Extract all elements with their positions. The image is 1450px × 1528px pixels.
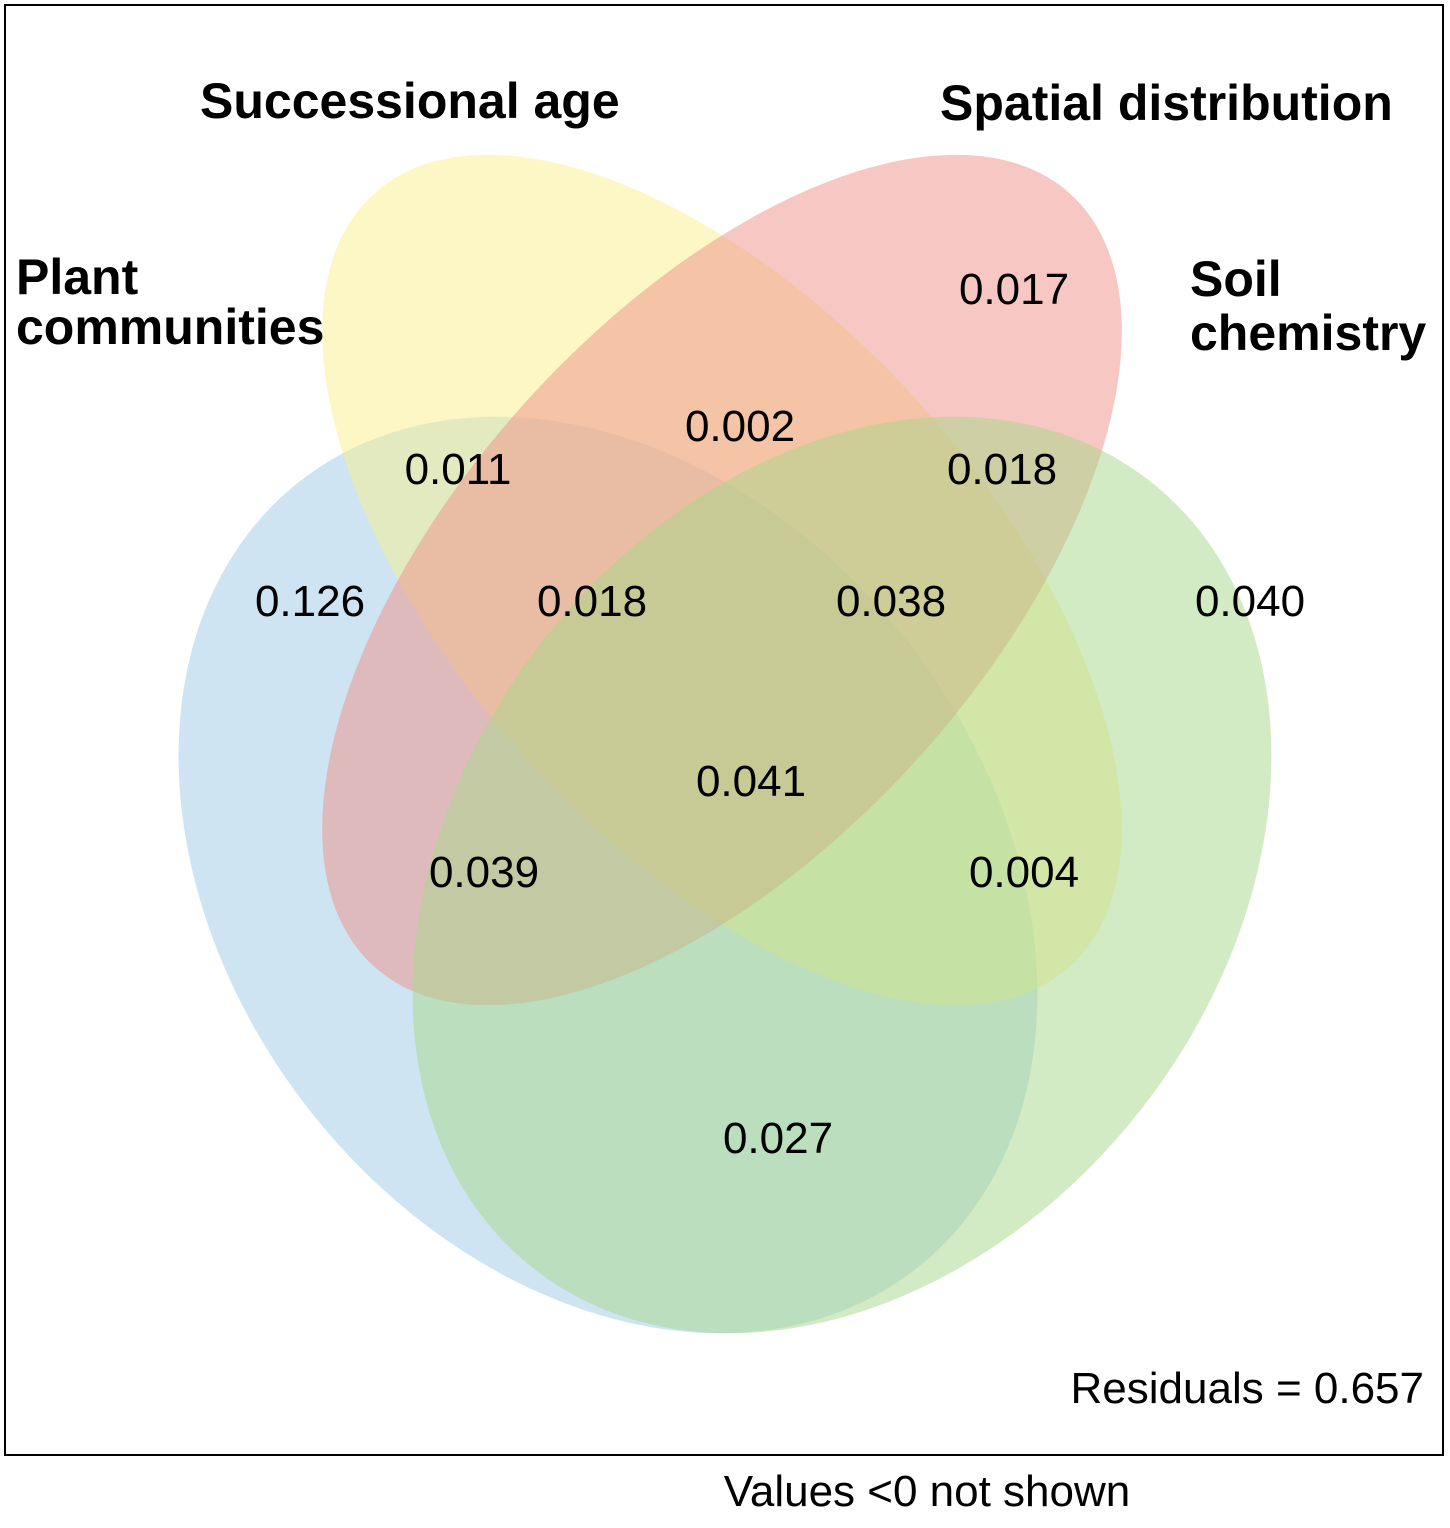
set-title-soil-chemistry: Soil chemistry xyxy=(1190,251,1426,361)
region-value-spatial: 0.017 xyxy=(959,265,1069,314)
set-title-spatial-distribution: Spatial distribution xyxy=(940,75,1393,131)
diagram-frame xyxy=(4,4,1444,1456)
venn-sets xyxy=(178,154,1272,1334)
region-value-all-four: 0.041 xyxy=(696,757,806,806)
set-title-plant-communities-line-1: Plant xyxy=(16,249,139,305)
region-value-age-soil: 0.004 xyxy=(969,848,1079,897)
set-titles: Plant communities Successional age Spati… xyxy=(16,73,1426,361)
region-value-soil: 0.040 xyxy=(1195,577,1305,626)
region-value-plant-age-spatial: 0.018 xyxy=(537,577,647,626)
region-value-spatial-soil: 0.018 xyxy=(947,445,1057,494)
set-title-plant-communities-line-2: communities xyxy=(16,299,324,355)
region-value-plant-age: 0.011 xyxy=(405,445,512,494)
set-title-soil-chemistry-line-1: Soil xyxy=(1190,251,1282,307)
region-value-plant-spatial: 0.039 xyxy=(429,848,539,897)
set-title-plant-communities: Plant communities xyxy=(16,249,324,355)
set-soil-chemistry-ellipse xyxy=(412,416,1272,1334)
region-value-plant: 0.126 xyxy=(255,577,365,626)
set-title-successional-age: Successional age xyxy=(200,73,620,129)
region-value-age-spatial: 0.002 xyxy=(685,402,795,451)
footnote: Values <0 not shown xyxy=(723,1467,1131,1516)
residuals-label: Residuals = 0.657 xyxy=(1071,1364,1424,1413)
region-value-age-spatial-soil: 0.038 xyxy=(836,577,946,626)
set-title-soil-chemistry-line-2: chemistry xyxy=(1190,305,1426,361)
region-values: 0.126 0.017 0.040 0.011 0.002 0.018 0.01… xyxy=(255,265,1305,1163)
region-value-plant-soil: 0.027 xyxy=(723,1114,833,1163)
